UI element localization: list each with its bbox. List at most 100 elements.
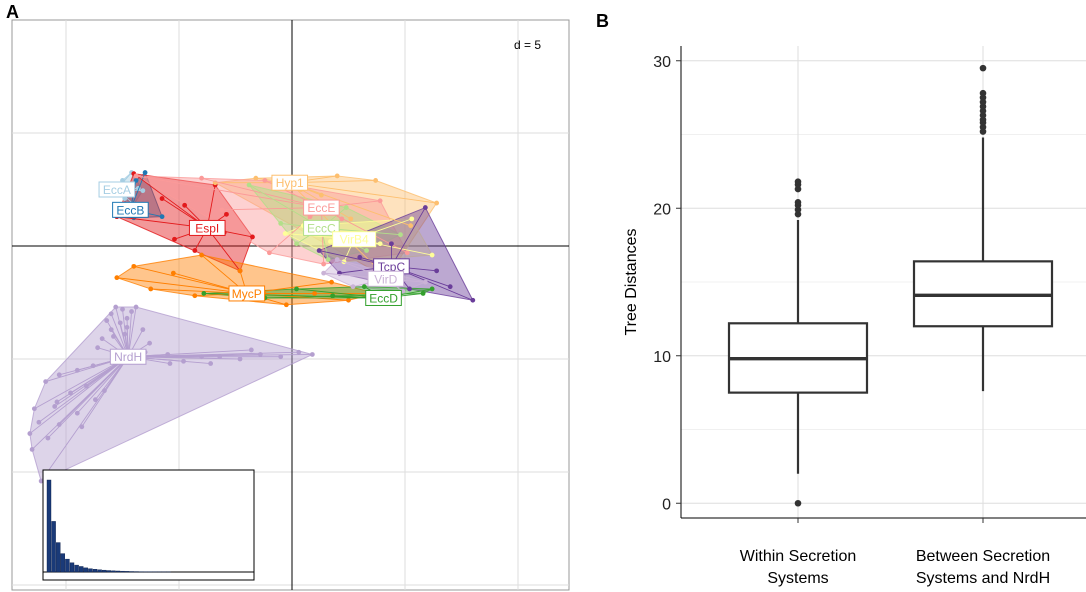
point-tcpc	[422, 205, 428, 210]
point-eccd	[361, 284, 367, 290]
star-line-tcpc	[391, 207, 426, 267]
point-nrdh	[92, 397, 98, 403]
eigenvalue-screeplot	[42, 469, 255, 581]
point-nrdh	[95, 345, 101, 351]
point-mycp	[192, 293, 198, 299]
scree-bar	[115, 570, 121, 573]
screeplot-frame	[42, 469, 255, 581]
point-nrdh	[165, 352, 171, 357]
point-mycp	[329, 279, 334, 285]
point-nrdh	[38, 478, 44, 484]
point-eccb	[159, 214, 165, 220]
point-vird	[334, 257, 340, 262]
point-nrdh	[237, 356, 243, 362]
star-line-nrdh	[38, 356, 129, 423]
point-ecce	[404, 250, 410, 256]
star-line-nrdh	[31, 356, 129, 450]
point-nrdh	[208, 361, 214, 366]
point-nrdh	[54, 399, 60, 405]
scree-bar	[111, 570, 116, 573]
point-nrdh	[102, 388, 107, 394]
label-text-vird: VirD	[374, 272, 397, 286]
label-text-tcpc: TcpC	[378, 260, 406, 274]
point-nrdh	[133, 304, 139, 310]
scree-bar	[101, 569, 107, 573]
point-nrdh	[296, 349, 302, 355]
point-nrdh	[120, 306, 125, 312]
point-nrdh	[199, 354, 205, 360]
outlier-point	[979, 64, 987, 72]
point-nrdh	[104, 318, 110, 323]
point-nrdh	[111, 334, 116, 339]
x-tick-label-line1: Within Secretion	[740, 548, 857, 565]
label-eccd: EccD	[365, 289, 402, 306]
point-hyp1	[408, 223, 414, 229]
star-line-nrdh	[54, 356, 129, 407]
point-nrdh	[122, 331, 128, 337]
point-virb4	[377, 241, 383, 247]
point-mycp	[312, 291, 317, 296]
point-nrdh	[45, 435, 51, 441]
star-line-nrdh	[76, 356, 129, 414]
outlier-point	[794, 499, 802, 507]
point-nrdh	[113, 304, 119, 310]
panel-b-y-ticks: 0 10 20 30	[653, 54, 681, 513]
scree-bar	[51, 521, 56, 573]
y-tick-label: 0	[662, 496, 671, 513]
label-box-vird	[367, 270, 405, 287]
point-espi	[224, 211, 229, 217]
point-ecce	[339, 216, 345, 222]
point-mycp	[114, 275, 120, 281]
point-virb4	[328, 239, 333, 244]
label-box-espi	[188, 219, 226, 236]
point-vird	[422, 279, 428, 285]
label-text-nrdh: NrdH	[114, 350, 142, 364]
point-nrdh	[147, 340, 153, 346]
point-eccc	[398, 232, 403, 238]
point-nrdh	[124, 324, 130, 330]
point-ecce	[267, 250, 272, 256]
y-tick-label: 30	[653, 54, 671, 71]
scree-bar	[74, 564, 79, 573]
label-box-ecca	[98, 181, 136, 198]
point-nrdh	[68, 390, 73, 396]
outlier-point	[979, 89, 987, 97]
point-mycp	[199, 252, 205, 258]
label-box-virb4	[332, 231, 377, 248]
point-hyp1	[434, 200, 440, 206]
point-nrdh	[56, 422, 62, 427]
label-ecce: EccE	[303, 199, 340, 216]
label-vird: VirD	[367, 270, 405, 287]
star-line-espi	[133, 173, 208, 229]
point-eccd	[330, 293, 336, 299]
box-1	[727, 178, 869, 507]
label-ecca: EccA	[98, 181, 136, 198]
point-nrdh	[140, 327, 146, 333]
hull-tcpc	[318, 206, 474, 301]
label-mycp: MycP	[228, 285, 266, 302]
label-box-hyp1	[271, 174, 309, 191]
point-tcpc	[357, 254, 363, 260]
point-mycp	[237, 268, 243, 274]
point-vird	[321, 270, 327, 276]
scree-bar	[56, 542, 61, 573]
point-nrdh	[52, 404, 58, 409]
point-mycp	[170, 270, 176, 276]
point-espi	[172, 236, 177, 242]
point-nrdh	[124, 315, 130, 321]
label-hyp1: Hyp1	[271, 174, 309, 191]
star-line-nrdh	[40, 356, 129, 482]
scree-bar	[120, 570, 125, 573]
scree-bar	[106, 570, 112, 573]
point-espi	[182, 202, 188, 208]
label-text-ecca: EccA	[103, 183, 131, 197]
point-hyp1	[373, 178, 379, 183]
panel-b-boxes	[727, 64, 1054, 507]
point-nrdh	[129, 309, 134, 314]
star-line-ecce	[135, 175, 322, 209]
scree-bar	[83, 567, 89, 573]
label-text-eccc: EccC	[307, 221, 336, 235]
label-box-ecce	[303, 199, 340, 216]
y-tick-label: 10	[653, 349, 671, 366]
